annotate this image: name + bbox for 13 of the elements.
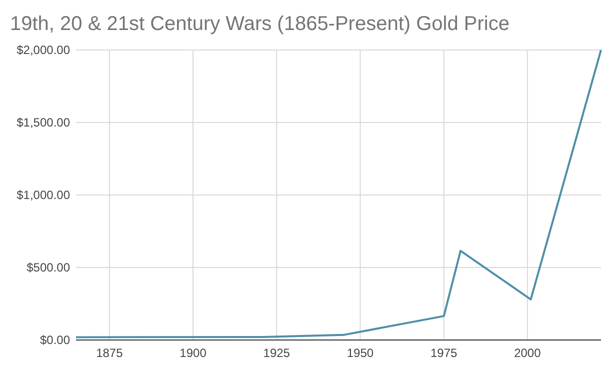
y-tick-label: $1,500.00: [16, 116, 70, 130]
line-series: [75, 49, 602, 338]
y-tick-label: $500.00: [26, 260, 70, 275]
chart-title: 19th, 20 & 21st Century Wars (1865-Present) Gold Price: [10, 13, 510, 35]
x-tick-label: 1900: [180, 346, 207, 360]
x-tick-label: 2000: [514, 346, 542, 360]
y-tick-label: $2,000.00: [16, 43, 70, 58]
y-tick-label: $1,000.00: [16, 188, 70, 202]
y-tick-label: $0.00: [40, 333, 70, 348]
x-tick-label: 1875: [96, 346, 124, 360]
x-tick-label: 1975: [430, 346, 458, 360]
x-tick-label: 1950: [346, 346, 374, 360]
x-tick-label: 1925: [263, 346, 290, 360]
